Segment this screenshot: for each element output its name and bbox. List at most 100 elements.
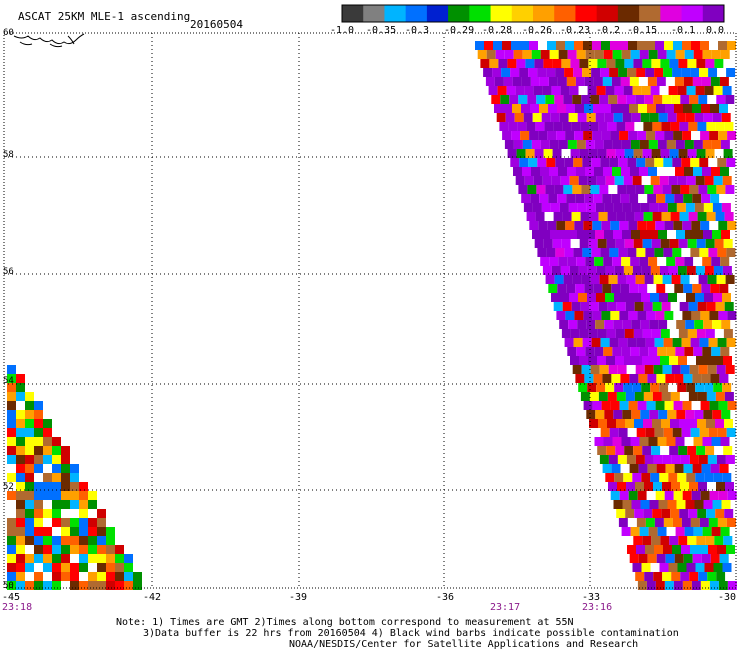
wind-cell [726,518,736,527]
wind-cell [717,158,727,167]
wind-cell [16,563,25,572]
wind-cell [79,482,88,491]
wind-cell [625,302,635,311]
wind-cell [576,347,586,356]
wind-cell [708,338,718,347]
wind-cell [701,194,711,203]
wind-cell [680,275,690,284]
wind-cell [647,374,657,383]
wind-cell [642,446,652,455]
wind-cell [70,509,79,518]
wind-cell [689,455,699,464]
wind-cell [543,149,553,158]
wind-cell [52,464,61,473]
wind-cell [677,383,687,392]
wind-cell [591,248,601,257]
wind-cell [616,212,626,221]
wind-cell [581,185,591,194]
wind-cell [25,392,34,401]
wind-cell [658,203,668,212]
wind-cell [16,509,25,518]
wind-cell [707,365,717,374]
wind-cell [604,410,614,419]
wind-cell [592,41,601,50]
wind-cell [25,419,34,428]
wind-cell [647,464,657,473]
colorbar-label: 0.0 [706,25,725,36]
wind-cell [695,563,705,572]
wind-cell [648,50,658,59]
wind-cell [624,239,634,248]
wind-cell [553,122,563,131]
wind-cell [528,68,538,77]
wind-cell [580,212,590,221]
wind-cell [675,347,685,356]
wind-cell [712,410,722,419]
wind-cell [559,230,568,239]
wind-cell [645,545,654,554]
wind-cell [713,293,722,302]
wind-cell [714,239,724,248]
wind-cell [88,545,97,554]
colorbar-swatch [554,5,576,22]
wind-cell [570,239,580,248]
wind-cell [638,464,648,473]
wind-cell [7,437,16,446]
wind-cell [670,212,680,221]
wind-cell [668,176,678,185]
wind-cell [674,374,684,383]
wind-cell [531,140,541,149]
colorbar-swatch [617,5,640,22]
wind-cell [646,41,655,50]
wind-cell [638,104,647,113]
wind-cell [693,50,703,59]
wind-cell [715,302,725,311]
wind-cell [598,122,608,131]
wind-cell [622,410,632,419]
wind-cell [503,104,512,113]
wind-cell [546,158,556,167]
wind-cell [507,149,517,158]
wind-cell [530,194,540,203]
wind-cell [557,77,567,86]
wind-cell [713,473,723,482]
wind-cell [703,500,713,509]
wind-cell [561,59,571,68]
wind-cell [669,446,679,455]
wind-cell [696,149,706,158]
wind-cell [722,266,732,275]
wind-cell [567,347,577,356]
wind-cell [61,581,70,590]
wind-cell [587,383,597,392]
colorbar-border [341,4,725,23]
wind-cell [691,401,701,410]
wind-cell [709,221,719,230]
wind-cell [527,95,537,104]
wind-cell [670,122,680,131]
wind-cell [97,545,106,554]
wind-cell [507,59,517,68]
wind-cell [531,50,541,59]
wind-cell [607,392,617,401]
wind-cell [614,176,624,185]
wind-cell [97,581,106,590]
wind-cell [636,68,646,77]
wind-cell [662,365,672,374]
wind-cell [689,185,699,194]
wind-cell [541,203,551,212]
wind-cell [547,221,557,230]
wind-cell [626,275,636,284]
wind-cell [635,482,644,491]
wind-cell [607,302,617,311]
wind-cell [660,329,670,338]
wind-cell [521,77,531,86]
wind-cell [551,293,560,302]
wind-cell [519,158,529,167]
wind-cell [639,527,649,536]
wind-cell [698,275,708,284]
wind-cell [25,545,34,554]
wind-cell [709,491,719,500]
wind-cell [43,473,52,482]
wind-cell [617,275,627,284]
